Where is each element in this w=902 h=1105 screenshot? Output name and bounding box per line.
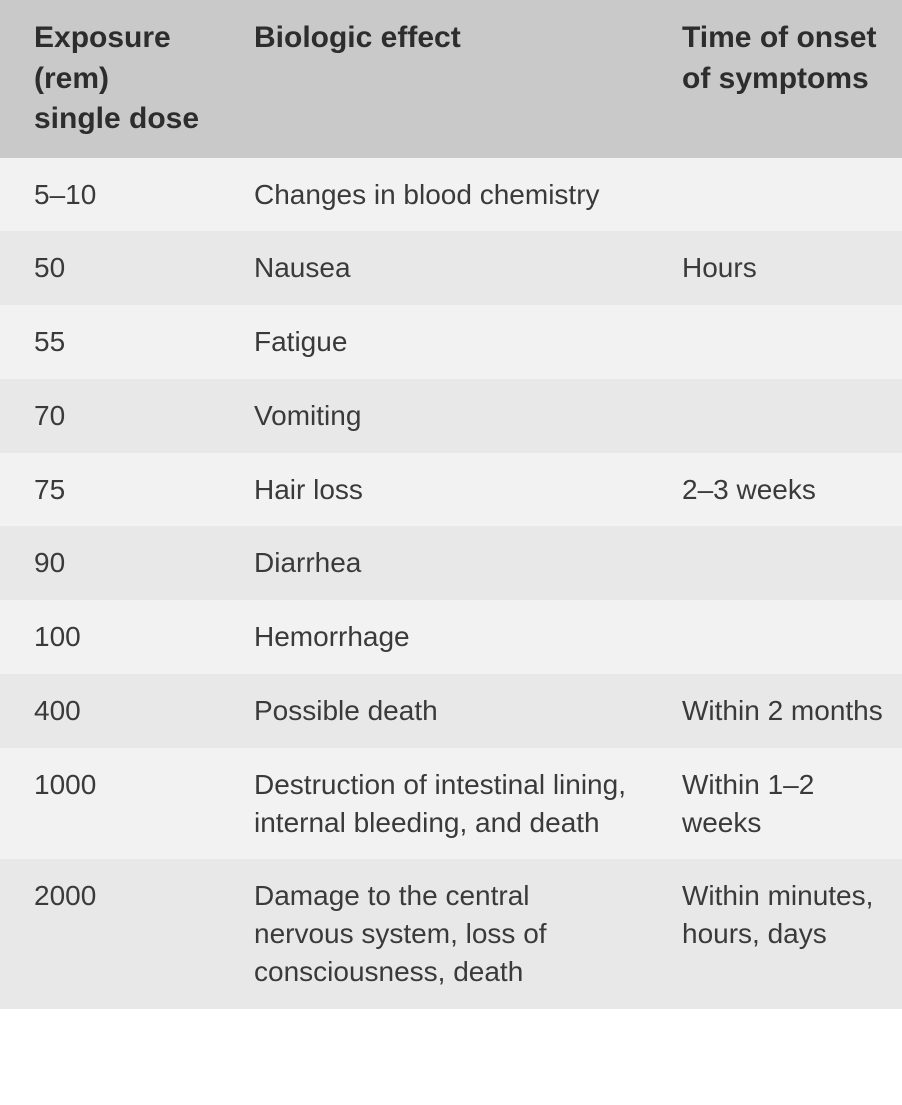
table-row: 1000 Destruction of intestinal lining, i… bbox=[0, 748, 902, 860]
cell-onset: Hours bbox=[648, 231, 902, 305]
cell-exposure: 100 bbox=[0, 600, 220, 674]
cell-effect: Hemorrhage bbox=[220, 600, 648, 674]
cell-effect: Changes in blood chemistry bbox=[220, 158, 648, 232]
table-row: 5–10 Changes in blood chemistry bbox=[0, 158, 902, 232]
cell-exposure: 5–10 bbox=[0, 158, 220, 232]
cell-exposure: 50 bbox=[0, 231, 220, 305]
radiation-exposure-table: Exposure (rem) single dose Biologic effe… bbox=[0, 0, 902, 1009]
cell-exposure: 400 bbox=[0, 674, 220, 748]
cell-effect: Hair loss bbox=[220, 453, 648, 527]
cell-effect: Vomiting bbox=[220, 379, 648, 453]
table-row: 70 Vomiting bbox=[0, 379, 902, 453]
col-header-onset: Time of onset of symptoms bbox=[648, 0, 902, 158]
cell-onset: Within 1–2 weeks bbox=[648, 748, 902, 860]
cell-onset: 2–3 weeks bbox=[648, 453, 902, 527]
table-row: 75 Hair loss 2–3 weeks bbox=[0, 453, 902, 527]
cell-onset: Within 2 months bbox=[648, 674, 902, 748]
cell-effect: Destruction of intestinal lining, intern… bbox=[220, 748, 648, 860]
cell-effect: Nausea bbox=[220, 231, 648, 305]
table-row: 100 Hemorrhage bbox=[0, 600, 902, 674]
cell-onset bbox=[648, 379, 902, 453]
table-row: 90 Diarrhea bbox=[0, 526, 902, 600]
table-row: 400 Possible death Within 2 months bbox=[0, 674, 902, 748]
cell-effect: Damage to the central nervous system, lo… bbox=[220, 859, 648, 1008]
cell-onset bbox=[648, 158, 902, 232]
cell-onset bbox=[648, 600, 902, 674]
cell-onset: Within minutes, hours, days bbox=[648, 859, 902, 1008]
table-row: 50 Nausea Hours bbox=[0, 231, 902, 305]
cell-exposure: 70 bbox=[0, 379, 220, 453]
cell-effect: Fatigue bbox=[220, 305, 648, 379]
cell-effect: Possible death bbox=[220, 674, 648, 748]
cell-exposure: 2000 bbox=[0, 859, 220, 1008]
table-row: 2000 Damage to the central nervous syste… bbox=[0, 859, 902, 1008]
col-header-effect: Biologic effect bbox=[220, 0, 648, 158]
table-header-row: Exposure (rem) single dose Biologic effe… bbox=[0, 0, 902, 158]
cell-effect: Diarrhea bbox=[220, 526, 648, 600]
cell-exposure: 90 bbox=[0, 526, 220, 600]
cell-exposure: 55 bbox=[0, 305, 220, 379]
table-row: 55 Fatigue bbox=[0, 305, 902, 379]
cell-onset bbox=[648, 526, 902, 600]
cell-exposure: 75 bbox=[0, 453, 220, 527]
cell-exposure: 1000 bbox=[0, 748, 220, 860]
col-header-exposure: Exposure (rem) single dose bbox=[0, 0, 220, 158]
cell-onset bbox=[648, 305, 902, 379]
